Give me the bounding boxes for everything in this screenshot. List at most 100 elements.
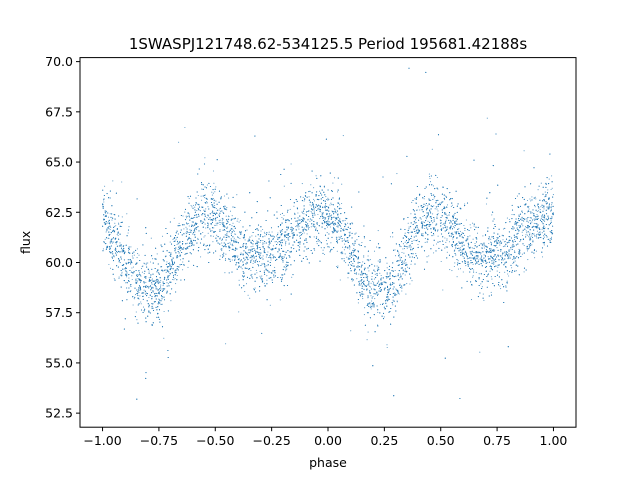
data-point <box>344 219 346 221</box>
data-point <box>361 272 363 274</box>
data-point <box>411 280 413 282</box>
data-point <box>231 243 234 245</box>
data-point <box>186 215 188 217</box>
data-point <box>369 259 371 261</box>
data-point <box>204 235 206 237</box>
data-point <box>371 300 373 302</box>
data-point <box>295 225 297 228</box>
data-point <box>531 234 533 236</box>
data-point <box>454 244 456 246</box>
data-point <box>509 255 511 257</box>
data-point <box>468 257 470 259</box>
data-point <box>347 277 349 279</box>
data-point <box>389 236 392 238</box>
data-point <box>370 282 372 284</box>
data-point <box>352 263 354 265</box>
data-point <box>151 283 153 285</box>
data-point <box>156 292 158 295</box>
data-point <box>550 208 552 210</box>
data-point <box>215 186 217 188</box>
data-point <box>357 261 359 263</box>
data-point <box>366 259 368 261</box>
data-point <box>230 243 232 245</box>
data-point <box>327 213 329 215</box>
data-point <box>516 227 518 229</box>
data-point <box>450 205 452 208</box>
data-point <box>224 226 226 228</box>
data-point <box>263 270 265 272</box>
data-point <box>327 197 329 199</box>
data-point <box>342 246 344 248</box>
data-point <box>403 248 406 250</box>
data-point <box>263 282 265 284</box>
data-point <box>113 256 115 258</box>
data-point <box>175 238 177 240</box>
data-point <box>491 278 493 280</box>
data-point <box>244 259 246 261</box>
data-point <box>501 241 503 243</box>
data-point <box>534 196 536 198</box>
data-point <box>331 210 333 212</box>
data-point <box>367 331 369 333</box>
data-point <box>432 222 434 224</box>
data-point <box>274 266 276 268</box>
data-point <box>318 239 321 242</box>
data-point <box>377 324 379 326</box>
data-point <box>322 211 324 214</box>
data-point <box>152 289 154 292</box>
data-point <box>399 273 401 275</box>
data-point <box>279 213 282 215</box>
data-point <box>512 228 514 230</box>
data-point <box>203 209 205 211</box>
data-point <box>394 269 396 272</box>
data-point <box>404 262 406 264</box>
data-point <box>233 230 235 232</box>
data-point <box>198 209 200 211</box>
data-point <box>165 271 167 274</box>
data-point <box>109 267 112 269</box>
data-point <box>188 216 191 218</box>
data-point <box>528 205 530 207</box>
data-point <box>204 219 206 221</box>
data-point <box>117 234 119 237</box>
data-point <box>402 248 404 250</box>
data-point <box>118 277 120 279</box>
data-point <box>377 281 379 283</box>
data-point <box>532 239 534 241</box>
data-point <box>325 240 328 242</box>
data-point <box>116 233 118 236</box>
data-point <box>507 256 509 258</box>
data-point <box>231 215 233 217</box>
data-point <box>157 282 159 284</box>
data-point <box>328 246 330 248</box>
data-point <box>382 302 384 304</box>
data-point <box>491 257 493 260</box>
data-point <box>117 252 119 254</box>
data-point <box>330 242 332 244</box>
data-point <box>428 255 430 257</box>
data-point <box>319 190 321 192</box>
data-point <box>232 222 234 224</box>
data-point <box>451 204 453 206</box>
data-point <box>523 244 525 247</box>
data-point <box>200 256 202 258</box>
data-point <box>487 256 489 258</box>
data-point <box>267 256 270 259</box>
data-point <box>480 257 482 259</box>
data-point <box>221 245 223 247</box>
data-point <box>233 237 235 239</box>
data-point <box>212 170 215 172</box>
data-point <box>484 256 487 258</box>
data-point <box>395 288 397 290</box>
data-point <box>281 230 283 232</box>
data-point <box>283 214 285 217</box>
data-point <box>474 242 476 245</box>
data-point <box>536 233 538 235</box>
data-point <box>527 234 529 236</box>
data-point <box>386 267 388 269</box>
data-point <box>335 209 337 211</box>
data-point <box>458 228 460 230</box>
data-point <box>161 235 164 237</box>
data-point <box>429 211 431 213</box>
data-point <box>457 231 460 233</box>
